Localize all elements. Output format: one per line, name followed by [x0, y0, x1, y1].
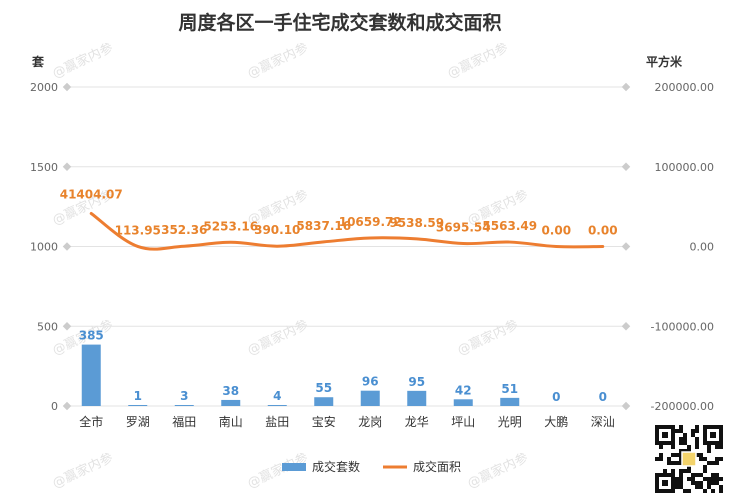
bar-data-label: 95 — [408, 375, 425, 389]
category-label: 宝安 — [312, 414, 336, 429]
qr-code — [655, 425, 723, 493]
bar — [500, 397, 520, 406]
bar-data-label: 51 — [501, 382, 518, 396]
bar — [128, 405, 148, 406]
left-tick-label: 500 — [37, 320, 58, 333]
bar — [174, 405, 194, 406]
bar — [453, 399, 473, 406]
left-tick-marker — [62, 242, 72, 251]
category-label: 南山 — [219, 414, 243, 429]
line-data-label: 9538.59 — [389, 216, 444, 230]
bar-data-label: 96 — [362, 375, 379, 389]
right-tick-label: 100000.00 — [655, 161, 715, 174]
bar-data-label: 3 — [180, 389, 188, 403]
bar-data-label: 38 — [222, 384, 239, 398]
left-tick-label: 0 — [51, 400, 58, 413]
right-tick-marker — [621, 242, 631, 251]
right-axis-unit: 平方米 — [646, 54, 683, 69]
bar-data-labels: 385 1 3 38 4 55 96 95 42 51 0 0 — [79, 329, 607, 404]
category-label: 光明 — [498, 415, 522, 429]
watermark-text: @赢家内参 — [455, 317, 521, 359]
right-tick-marker — [621, 162, 631, 171]
left-tick-label: 1500 — [30, 161, 58, 174]
bar — [221, 399, 241, 406]
bar-data-label: 0 — [552, 390, 560, 404]
watermark-text: @赢家内参 — [245, 40, 311, 82]
category-label: 深汕 — [591, 415, 615, 429]
category-label: 罗湖 — [126, 414, 150, 429]
line-data-label: 0.00 — [588, 224, 618, 238]
category-label: 龙华 — [405, 415, 429, 429]
category-label: 龙岗 — [358, 415, 382, 429]
right-tick-marker — [621, 401, 631, 411]
area-line — [89, 211, 605, 251]
line-data-label: 5253.16 — [203, 219, 258, 233]
bar-data-label: 55 — [315, 381, 332, 395]
line-data-label: 113.95 — [115, 223, 161, 237]
line-data-labels: 41404.07 113.95 352.365253.16390.105837.16… — [60, 187, 618, 237]
category-label: 大鹏 — [544, 415, 568, 429]
bar — [314, 397, 334, 406]
left-tick-marker — [62, 401, 72, 411]
line-data-label: 0.00 — [541, 224, 571, 238]
legend: 成交套数 成交面积 — [282, 459, 461, 474]
line-data-label: 5837.16 — [296, 219, 351, 233]
left-tick-label: 1000 — [30, 241, 58, 254]
bar — [407, 390, 427, 406]
legend-bar-swatch — [282, 463, 306, 471]
bar-data-label: 4 — [273, 389, 281, 403]
bar-series — [81, 344, 520, 406]
category-label: 盐田 — [265, 415, 289, 429]
line-data-label: 5563.49 — [482, 219, 537, 233]
bar-data-label: 1 — [134, 389, 142, 403]
left-tick-marker — [62, 322, 72, 331]
left-axis-unit: 套 — [31, 54, 45, 69]
right-tick-marker — [621, 322, 631, 331]
left-axis: 0 500 1000 1500 2000 — [30, 81, 58, 413]
line-data-label: 3695.54 — [436, 221, 491, 235]
bar — [81, 344, 101, 406]
right-tick-label: -200000.00 — [651, 400, 714, 413]
watermark-text: @赢家内参 — [465, 450, 531, 492]
category-label: 全市 — [79, 414, 103, 429]
category-label: 坪山 — [451, 415, 475, 429]
line-data-label: 390.10 — [254, 223, 300, 237]
legend-bar-label: 成交套数 — [312, 459, 360, 474]
category-label: 福田 — [172, 414, 196, 429]
line-data-label: 352.36 — [161, 223, 207, 237]
left-tick-marker — [62, 162, 72, 171]
grid — [62, 82, 631, 411]
right-tick-label: 0.00 — [690, 241, 715, 254]
line-data-label: 41404.07 — [60, 187, 123, 201]
line-data-label: 10659.72 — [339, 215, 402, 229]
watermark-text: @赢家内参 — [245, 317, 311, 359]
bar-data-label: 385 — [79, 329, 104, 343]
category-axis: 全市 罗湖 福田 南山 盐田 宝安 龙岗 龙华 坪山 光明 大鹏 深汕 — [79, 414, 615, 429]
line-series — [89, 211, 605, 251]
right-tick-marker — [621, 82, 631, 92]
bar-data-label: 0 — [599, 390, 607, 404]
chart-title: 周度各区一手住宅成交套数和成交面积 — [178, 11, 501, 34]
right-axis: -200000.00 -100000.00 0.00 100000.00 200000.… — [651, 81, 714, 413]
right-tick-label: -100000.00 — [651, 320, 714, 333]
left-tick-marker — [62, 82, 72, 92]
right-tick-label: 200000.00 — [655, 81, 715, 94]
bar — [360, 390, 380, 406]
watermark-text: @赢家内参 — [50, 450, 116, 492]
watermark-text: @赢家内参 — [445, 40, 511, 82]
bar-data-label: 42 — [455, 383, 472, 397]
watermark-text: @赢家内参 — [50, 40, 116, 82]
legend-line-label: 成交面积 — [413, 459, 461, 474]
left-tick-label: 2000 — [30, 81, 58, 94]
bar — [267, 405, 287, 406]
